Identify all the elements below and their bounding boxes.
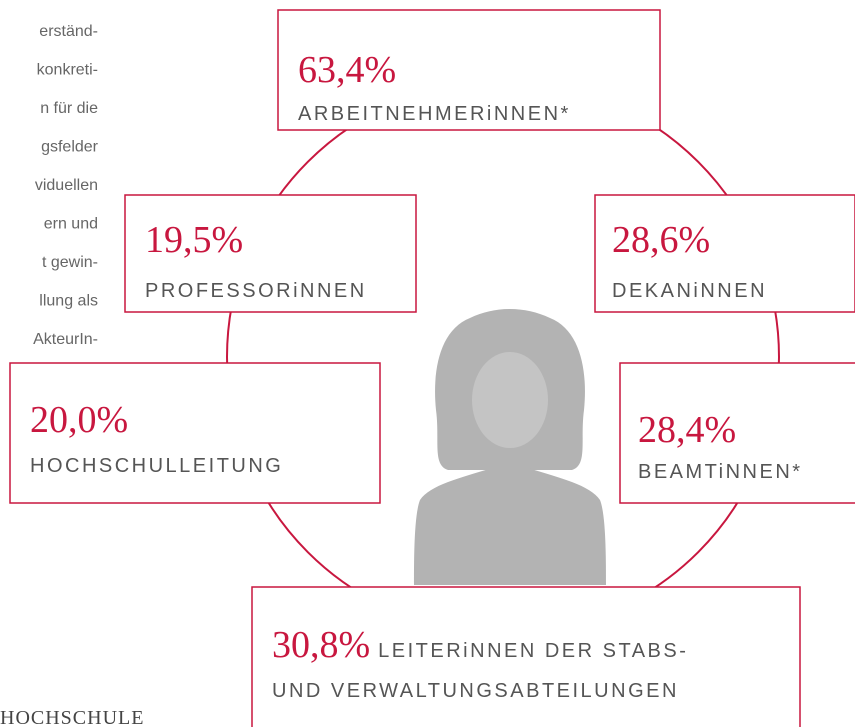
text-line: n für die [40,100,98,117]
stat-value: 19,5% [145,219,243,261]
stat-boxes: 63,4% ARBEITNEHMERiNNEN* 19,5% PROFESSORiNN… [9,9,855,727]
left-text: erständ-konkreti-n für die gsfelder viduel… [33,23,99,348]
stat-value: 63,4% [298,49,396,91]
stat-box [619,362,855,504]
person-icon [414,309,606,585]
stat-value: 28,4% [638,409,736,451]
stat-label: HOCHSCHULLEITUNG [30,455,283,477]
stat-label: UND VERWALTUNGSABTEILUNGEN [272,680,679,702]
stat-box [277,9,661,131]
text-line: konkreti- [37,62,98,79]
stat-box [251,586,801,727]
text-line: gsfelder [41,139,99,156]
text-line: erständ- [39,23,98,40]
stat-box [124,194,417,313]
stat-value: 28,6% [612,219,710,261]
text-line: viduellen [35,177,98,194]
text-line: llung als [39,293,98,310]
stat-label: ARBEITNEHMERiNNEN* [298,103,571,125]
stat-label: LEITERiNNEN DER STABS- [378,640,688,662]
stat-label: BEAMTiNNEN* [638,461,803,483]
footer: HOCHSCHULE [0,707,144,727]
stat-box [594,194,855,313]
text-line: ern und [44,216,98,233]
stat-box [9,362,381,504]
text-line: t gewin- [42,254,98,271]
stat-value: 30,8% [272,624,370,666]
text-line: AkteurIn- [33,331,98,348]
stat-label: DEKANiNNEN [612,280,767,302]
stat-label: PROFESSORiNNEN [145,280,367,302]
stat-value: 20,0% [30,399,128,441]
